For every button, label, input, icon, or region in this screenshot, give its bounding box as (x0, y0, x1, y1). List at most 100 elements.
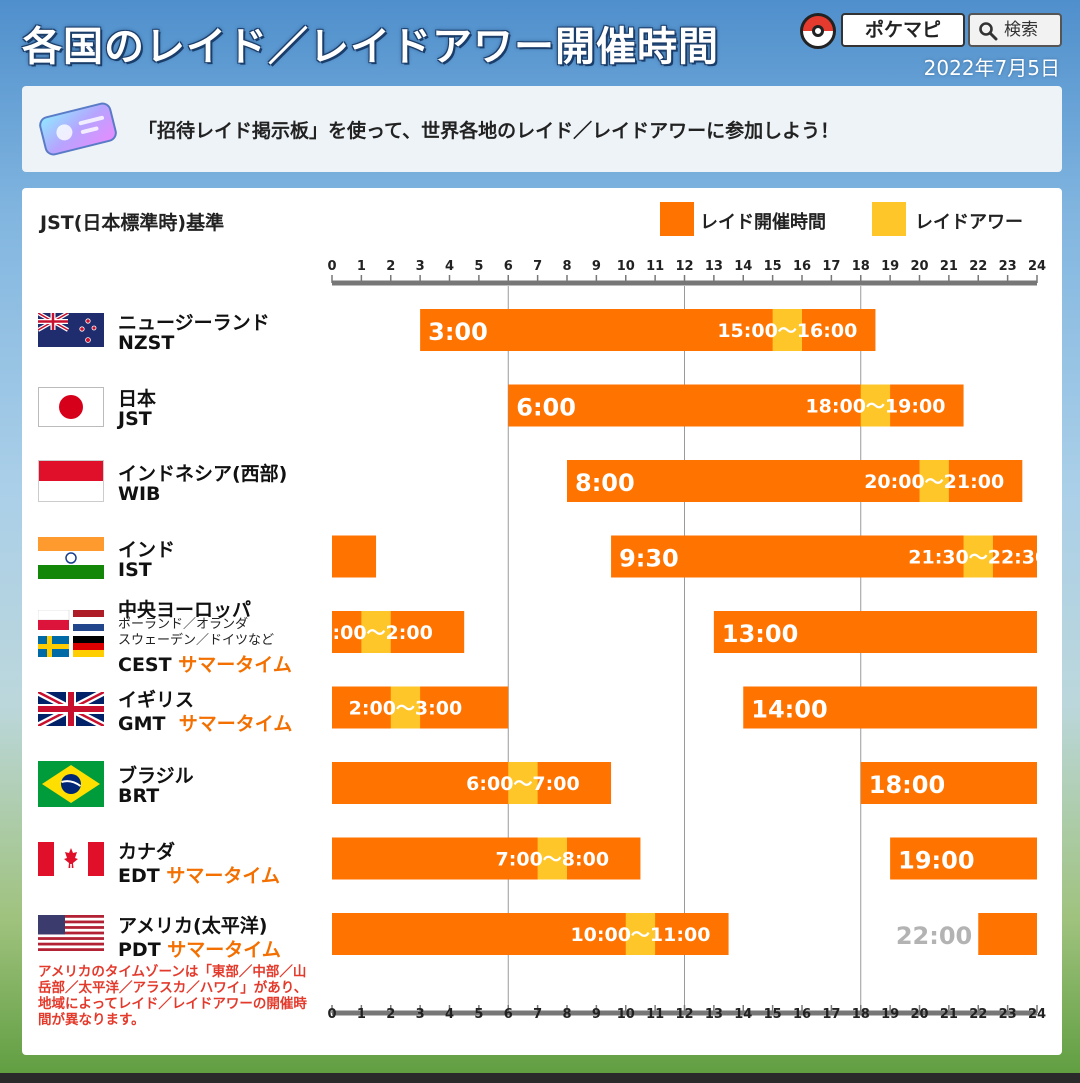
country-name: ニュージーランド (118, 312, 270, 334)
legend-raid-hour-swatch (872, 202, 906, 236)
raid-hour-label: 7:00〜8:00 (496, 849, 610, 871)
tick-label: 19 (881, 1007, 899, 1022)
us-timezone-note: アメリカのタイムゾーンは「東部／中部／山岳部／太平洋／アラスカ／ハワイ」があり、… (38, 964, 308, 1028)
legend-raid-label: レイド開催時間 (700, 212, 826, 233)
tick-label: 23 (999, 259, 1017, 274)
tick-label: 10 (617, 259, 635, 274)
raid-hour-label: 1:00〜2:00 (319, 622, 433, 644)
timezone-abbr: CEST (118, 654, 172, 676)
tick-label: 2 (386, 1007, 395, 1022)
bottom-bar (0, 1073, 1080, 1083)
raid-hour-bar (963, 535, 993, 578)
country-name: カナダ (118, 841, 176, 863)
raid-hour-bar (625, 913, 656, 955)
raid-bar (978, 913, 1037, 955)
tick-label: 4 (445, 259, 454, 274)
raid-bar (332, 762, 612, 804)
tick-label: 5 (474, 1007, 483, 1022)
raid-bar (860, 762, 1037, 804)
summer-time-label: サマータイム (178, 713, 293, 735)
raid-hour-label: 6:00〜7:00 (466, 773, 580, 795)
tick-label: 11 (646, 259, 664, 274)
raid-hour-bar (860, 384, 891, 427)
raid-bar (332, 913, 729, 955)
tick-label: 14 (734, 1007, 752, 1022)
tick-label: 16 (793, 1007, 811, 1022)
japan-flag-icon (38, 387, 104, 427)
tick-label: 21 (940, 1007, 958, 1022)
tick-label: 18 (852, 1007, 870, 1022)
tick-label: 15 (764, 259, 782, 274)
tick-label: 7 (533, 1007, 542, 1022)
timezone-abbr: PDT (118, 939, 161, 961)
legend-raid-hour-label: レイドアワー (915, 212, 1023, 233)
tick-label: 13 (705, 259, 723, 274)
country-subtitle: スウェーデン／ドイツなど (118, 633, 275, 648)
country-timezone: IST (118, 559, 152, 581)
tick-label: 6 (504, 1007, 513, 1022)
tick-label: 6 (504, 259, 513, 274)
raid-hour-bar (361, 611, 391, 653)
country-timezone: PDT サマータイム (118, 935, 281, 962)
search-button[interactable]: 検索 (968, 13, 1062, 47)
raid-hour-label: 21:30〜22:30 (908, 547, 1048, 569)
summer-time-label: サマータイム (167, 939, 281, 961)
start-time-label: 6:00 (516, 394, 576, 422)
raid-hour-label: 20:00〜21:00 (864, 471, 1004, 493)
tick-label: 12 (675, 259, 693, 274)
tick-label: 23 (999, 1007, 1017, 1022)
country-name: アメリカ(太平洋) (118, 915, 268, 937)
pokeball-logo-icon[interactable] (800, 13, 836, 49)
search-icon (979, 22, 998, 41)
tick-label: 14 (734, 259, 752, 274)
raid-bar (332, 837, 641, 880)
legend-raid-swatch (660, 202, 694, 236)
raid-hour-bar (537, 837, 567, 880)
tick-label: 24 (1028, 1007, 1046, 1022)
start-time-label: 13:00 (722, 620, 798, 648)
start-time-label: 8:00 (575, 469, 635, 497)
tick-label: 13 (705, 1007, 723, 1022)
time-basis-label: JST(日本標準時)基準 (40, 212, 225, 234)
raid-bar (332, 611, 465, 653)
raid-bar (743, 686, 1037, 729)
india-flag-icon (38, 537, 104, 579)
tick-label: 11 (646, 1007, 664, 1022)
nz-flag-icon (38, 313, 104, 347)
summer-time-label: サマータイム (178, 654, 292, 676)
canada-flag-icon (38, 842, 104, 876)
tick-label: 1 (357, 1007, 366, 1022)
timezone-abbr: GMT (118, 713, 166, 735)
raid-pass-icon (39, 102, 117, 156)
summer-time-label: サマータイム (166, 865, 280, 887)
country-timezone: NZST (118, 332, 175, 354)
tick-label: 0 (327, 259, 336, 274)
brand-button[interactable]: ポケマピ (841, 13, 965, 47)
tick-label: 0 (327, 1007, 336, 1022)
country-timezone: BRT (118, 785, 160, 807)
tick-label: 7 (533, 259, 542, 274)
tick-label: 22 (969, 1007, 987, 1022)
start-time-label: 3:00 (428, 318, 488, 346)
tick-label: 12 (675, 1007, 693, 1022)
country-timezone: JST (118, 408, 152, 430)
invite-banner[interactable]: 「招待レイド掲示板」を使って、世界各地のレイド／レイドアワーに参加しよう！ (22, 86, 1062, 172)
tick-label: 8 (562, 259, 571, 274)
raid-bar (890, 837, 1037, 880)
tick-label: 19 (881, 259, 899, 274)
raid-hour-label: 2:00〜3:00 (349, 698, 463, 720)
page-title: 各国のレイド／レイドアワー開催時間 (22, 24, 719, 70)
country-name: インドネシア(西部) (118, 463, 288, 485)
central-europe-flags-icon (38, 610, 104, 657)
start-time-label: 18:00 (869, 771, 945, 799)
tick-label: 21 (940, 259, 958, 274)
schedule-chart: 0 1 2 3 4 5 6 7 8 9 10 11 12 13 14 15 16 17 18 19 20 21 22 23 24… (319, 259, 1048, 1022)
tick-label: 16 (793, 259, 811, 274)
country-name: 日本 (118, 388, 157, 410)
tick-label: 17 (822, 259, 840, 274)
raid-hour-bar (508, 762, 538, 804)
tick-label: 22 (969, 259, 987, 274)
raid-hour-bar (919, 460, 949, 502)
date-label: 2022年7月5日 (923, 56, 1060, 80)
tick-label: 24 (1028, 259, 1046, 274)
